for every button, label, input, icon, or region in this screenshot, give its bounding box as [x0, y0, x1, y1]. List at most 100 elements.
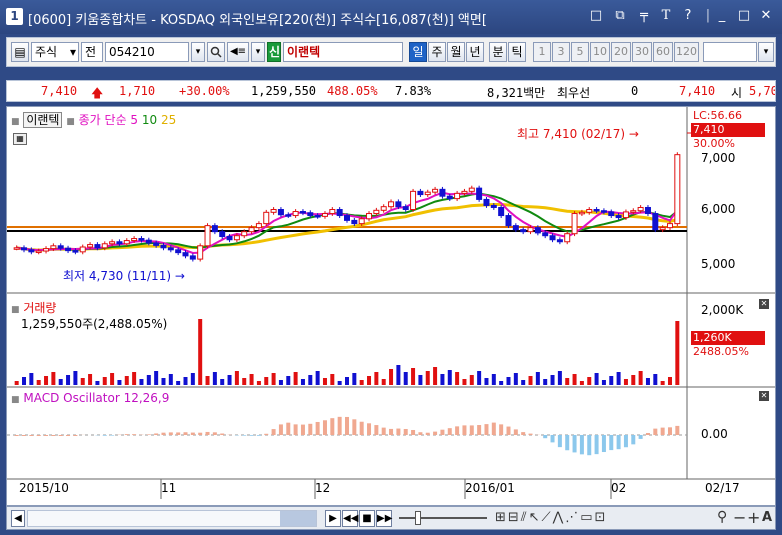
calendar-icon[interactable]: ▦ — [13, 133, 27, 145]
candle-body — [79, 246, 86, 253]
volume-bar — [469, 375, 474, 385]
y-tick-6000: 6,000 — [701, 202, 736, 216]
speaker-icon[interactable]: ◀≡ — [227, 42, 249, 62]
volume-bar — [425, 371, 430, 385]
maximize-icon[interactable]: □ — [737, 8, 751, 23]
custom-period-input[interactable] — [703, 42, 757, 62]
trade-amount: 8,321백만 — [487, 86, 546, 100]
volume-panel-close-icon[interactable]: ✕ — [759, 299, 769, 309]
rewind-icon[interactable]: ◀◀ — [342, 510, 358, 527]
scrollbar-thumb[interactable] — [280, 511, 316, 526]
drawing-tools-icon[interactable]: ⊞⊟⫽↖⟋⋀⋰▭⊡ — [495, 510, 608, 525]
volume-bar — [168, 374, 173, 385]
restore-icon[interactable]: □ — [589, 8, 603, 23]
chart-area[interactable]: ■ 이랜텍 ■ 종가 단순 5 10 25 ▦ 최고 7,410 (02/17)… — [6, 106, 776, 506]
play-icon[interactable]: ▶ — [325, 510, 341, 527]
text-icon[interactable]: T — [661, 8, 671, 23]
candle-body — [351, 219, 358, 225]
zoom-in-icon[interactable]: + — [747, 508, 761, 527]
stop-icon[interactable]: ■ — [359, 510, 375, 527]
stock-name-display[interactable]: 이랜텍 — [283, 42, 403, 62]
macd-bar — [579, 435, 584, 455]
candle-body — [468, 187, 475, 192]
minute-60-button[interactable]: 60 — [653, 42, 673, 62]
layout-icon[interactable]: ▤ — [11, 42, 29, 62]
candle-body — [666, 223, 673, 229]
volume-bar — [557, 371, 562, 385]
custom-period-dropdown-icon[interactable]: ▾ — [758, 42, 774, 62]
code-dropdown-icon[interactable]: ▾ — [191, 42, 205, 62]
zoom-slider-handle[interactable] — [415, 511, 421, 525]
volume-bar — [198, 319, 203, 385]
ma25-legend: 25 — [161, 113, 177, 127]
minute-20-button[interactable]: 20 — [611, 42, 631, 62]
minimize-icon[interactable]: _ — [718, 8, 726, 23]
candle-body — [637, 206, 644, 212]
copy-window-icon[interactable]: ⧉ — [615, 8, 625, 23]
volume-bar — [95, 381, 100, 385]
macd-bar — [447, 428, 452, 435]
tab-minute[interactable]: 분 — [489, 42, 507, 62]
help-icon[interactable]: ? — [684, 8, 692, 23]
close-icon[interactable]: ✕ — [760, 8, 772, 23]
stock-code-input[interactable]: 054210 — [105, 42, 189, 62]
macd-bar — [477, 425, 482, 435]
macd-bar — [616, 435, 621, 450]
tab-daily[interactable]: 일 — [409, 42, 427, 62]
volume-bar — [572, 374, 577, 385]
stock-name-label[interactable]: 이랜텍 — [23, 112, 63, 128]
search-icon[interactable] — [207, 42, 225, 62]
chart-svg[interactable] — [7, 107, 776, 506]
volume-bar — [132, 372, 137, 385]
high-annotation: 최고 7,410 (02/17) → — [517, 127, 639, 141]
speaker-dropdown-icon[interactable]: ▾ — [251, 42, 265, 62]
minute-1-button[interactable]: 1 — [533, 42, 551, 62]
zoom-slider-track[interactable] — [399, 517, 487, 519]
minute-3-button[interactable]: 3 — [552, 42, 570, 62]
candle-body — [630, 210, 637, 213]
zoom-search-icon[interactable]: ⚲ — [717, 509, 728, 525]
candle-body — [366, 213, 373, 220]
candle-body — [189, 255, 196, 260]
stock-type-select[interactable]: 주식 ▾ — [31, 42, 79, 62]
candle-body — [204, 225, 211, 247]
new-listing-badge: 신 — [267, 42, 281, 62]
scroll-left-icon[interactable]: ◀ — [11, 510, 25, 527]
volume-bar — [638, 371, 643, 385]
candle-body — [270, 209, 277, 213]
tab-yearly[interactable]: 년 — [466, 42, 484, 62]
macd-bar — [51, 435, 56, 436]
minute-30-button[interactable]: 30 — [632, 42, 652, 62]
macd-panel-close-icon[interactable]: ✕ — [759, 391, 769, 401]
candle-body — [233, 235, 240, 241]
candle-body — [153, 242, 160, 246]
prev-label[interactable]: 전 — [81, 42, 103, 62]
tab-tick[interactable]: 틱 — [508, 42, 526, 62]
zoom-out-icon[interactable]: − — [733, 508, 747, 527]
fast-forward-icon[interactable]: ▶▶ — [376, 510, 392, 527]
macd-bar — [271, 429, 276, 435]
minute-5-button[interactable]: 5 — [571, 42, 589, 62]
macd-bar — [484, 424, 489, 435]
auto-scale-icon[interactable]: A — [762, 510, 773, 525]
minute-10-button[interactable]: 10 — [590, 42, 610, 62]
tab-monthly[interactable]: 월 — [447, 42, 465, 62]
volume-bar — [66, 375, 71, 385]
volume-bar — [300, 379, 305, 385]
candle-body — [248, 227, 255, 233]
macd-bar — [183, 432, 188, 435]
macd-bar — [315, 421, 320, 435]
pin-icon[interactable]: ╤ — [640, 8, 648, 23]
horizontal-scrollbar[interactable] — [27, 510, 317, 527]
minute-120-button[interactable]: 120 — [674, 42, 699, 62]
macd-bar — [543, 435, 548, 439]
macd-bar — [374, 425, 379, 435]
volume-bar — [565, 378, 570, 385]
tab-weekly[interactable]: 주 — [428, 42, 446, 62]
macd-bar — [491, 422, 496, 435]
macd-bar — [506, 426, 511, 435]
candle-body — [490, 204, 497, 208]
candle-body — [307, 212, 314, 217]
macd-bar — [14, 435, 19, 436]
macd-bar — [110, 435, 115, 436]
